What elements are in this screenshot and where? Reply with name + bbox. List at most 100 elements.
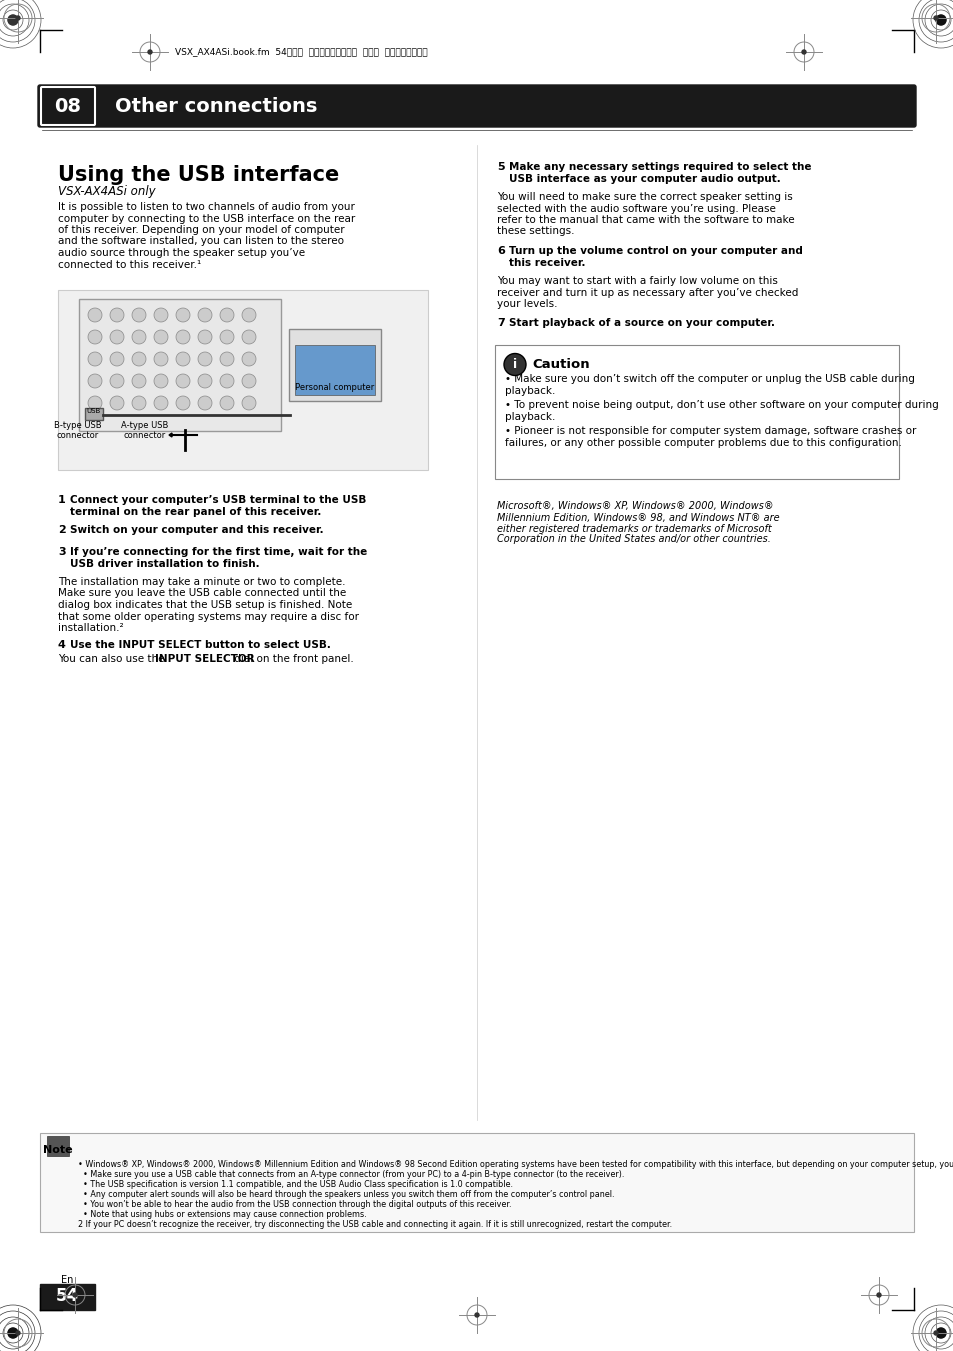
- Circle shape: [475, 1313, 478, 1317]
- Circle shape: [935, 1328, 945, 1337]
- Text: dialog box indicates that the USB setup is finished. Note: dialog box indicates that the USB setup …: [58, 600, 352, 611]
- Circle shape: [175, 308, 190, 322]
- Text: this receiver.: this receiver.: [509, 258, 585, 267]
- Text: 2: 2: [58, 526, 66, 535]
- Circle shape: [175, 396, 190, 409]
- Text: En: En: [61, 1275, 73, 1285]
- Circle shape: [110, 374, 124, 388]
- Circle shape: [242, 353, 255, 366]
- Text: • Note that using hubs or extensions may cause connection problems.: • Note that using hubs or extensions may…: [78, 1210, 366, 1219]
- Text: Use the INPUT SELECT button to select USB.: Use the INPUT SELECT button to select US…: [70, 639, 331, 650]
- Text: 1: 1: [58, 494, 66, 505]
- Text: 3: 3: [58, 547, 66, 557]
- Circle shape: [198, 308, 212, 322]
- Text: Using the USB interface: Using the USB interface: [58, 165, 339, 185]
- Circle shape: [175, 374, 190, 388]
- FancyBboxPatch shape: [58, 290, 428, 470]
- Text: 5: 5: [497, 162, 504, 172]
- Text: of this receiver. Depending on your model of computer: of this receiver. Depending on your mode…: [58, 226, 344, 235]
- Circle shape: [503, 354, 525, 376]
- Text: USB: USB: [87, 408, 101, 413]
- Text: Microsoft®, Windows® XP, Windows® 2000, Windows®: Microsoft®, Windows® XP, Windows® 2000, …: [497, 501, 773, 512]
- Text: It is possible to listen to two channels of audio from your: It is possible to listen to two channels…: [58, 203, 355, 212]
- FancyBboxPatch shape: [495, 345, 898, 478]
- Circle shape: [110, 353, 124, 366]
- Text: You may want to start with a fairly low volume on this: You may want to start with a fairly low …: [497, 276, 777, 286]
- Circle shape: [148, 50, 152, 54]
- Circle shape: [801, 50, 805, 54]
- Text: 6: 6: [497, 246, 504, 255]
- Text: A-type USB: A-type USB: [121, 422, 169, 430]
- Text: Millennium Edition, Windows® 98, and Windows NT® are: Millennium Edition, Windows® 98, and Win…: [497, 512, 779, 523]
- Text: that some older operating systems may require a disc for: that some older operating systems may re…: [58, 612, 358, 621]
- Text: audio source through the speaker setup you’ve: audio source through the speaker setup y…: [58, 249, 305, 258]
- Circle shape: [175, 353, 190, 366]
- Text: 4: 4: [58, 639, 66, 650]
- Text: computer by connecting to the USB interface on the rear: computer by connecting to the USB interf…: [58, 213, 355, 223]
- Text: connector: connector: [57, 431, 99, 440]
- Circle shape: [220, 330, 233, 345]
- Circle shape: [132, 353, 146, 366]
- FancyArrow shape: [169, 434, 172, 436]
- Text: Connect your computer’s USB terminal to the USB: Connect your computer’s USB terminal to …: [70, 494, 366, 505]
- Text: receiver and turn it up as necessary after you’ve checked: receiver and turn it up as necessary aft…: [497, 288, 798, 297]
- Text: Caution: Caution: [532, 358, 589, 372]
- Text: i: i: [513, 358, 517, 372]
- Text: The installation may take a minute or two to complete.: The installation may take a minute or tw…: [58, 577, 345, 586]
- Text: • Windows® XP, Windows® 2000, Windows® Millennium Edition and Windows® 98 Second: • Windows® XP, Windows® 2000, Windows® M…: [78, 1161, 953, 1169]
- Text: You can also use the: You can also use the: [58, 654, 168, 665]
- Text: 54: 54: [55, 1288, 78, 1305]
- FancyBboxPatch shape: [294, 345, 375, 394]
- Text: selected with the audio software you’re using. Please: selected with the audio software you’re …: [497, 204, 775, 213]
- Circle shape: [8, 15, 18, 26]
- Circle shape: [132, 308, 146, 322]
- Text: and the software installed, you can listen to the stereo: and the software installed, you can list…: [58, 236, 344, 246]
- Text: 08: 08: [54, 96, 81, 115]
- Text: VSX-AX4ASi only: VSX-AX4ASi only: [58, 185, 155, 199]
- Text: Switch on your computer and this receiver.: Switch on your computer and this receive…: [70, 526, 323, 535]
- Circle shape: [73, 1293, 77, 1297]
- FancyBboxPatch shape: [38, 85, 915, 127]
- Circle shape: [8, 1328, 18, 1337]
- Circle shape: [220, 396, 233, 409]
- Circle shape: [153, 353, 168, 366]
- Text: Make any necessary settings required to select the: Make any necessary settings required to …: [509, 162, 811, 172]
- Circle shape: [198, 330, 212, 345]
- Circle shape: [132, 374, 146, 388]
- Circle shape: [935, 15, 945, 26]
- Text: 7: 7: [497, 319, 504, 328]
- Text: installation.²: installation.²: [58, 623, 124, 634]
- Circle shape: [242, 396, 255, 409]
- Circle shape: [153, 330, 168, 345]
- Text: connected to this receiver.¹: connected to this receiver.¹: [58, 259, 201, 269]
- Circle shape: [88, 374, 102, 388]
- Circle shape: [16, 1331, 20, 1335]
- Text: Corporation in the United States and/or other countries.: Corporation in the United States and/or …: [497, 535, 770, 544]
- Text: terminal on the rear panel of this receiver.: terminal on the rear panel of this recei…: [70, 507, 321, 517]
- Text: these settings.: these settings.: [497, 227, 574, 236]
- Circle shape: [88, 396, 102, 409]
- FancyBboxPatch shape: [40, 1283, 95, 1310]
- Circle shape: [153, 308, 168, 322]
- Circle shape: [110, 396, 124, 409]
- Circle shape: [933, 16, 937, 20]
- Text: Start playback of a source on your computer.: Start playback of a source on your compu…: [509, 319, 774, 328]
- Circle shape: [242, 308, 255, 322]
- Text: Other connections: Other connections: [115, 96, 317, 115]
- Text: • You won’t be able to hear the audio from the USB connection through the digita: • You won’t be able to hear the audio fr…: [78, 1200, 511, 1209]
- Text: Make sure you leave the USB cable connected until the: Make sure you leave the USB cable connec…: [58, 589, 346, 598]
- Circle shape: [198, 353, 212, 366]
- Text: dial on the front panel.: dial on the front panel.: [231, 654, 354, 665]
- Circle shape: [110, 330, 124, 345]
- Text: If you’re connecting for the first time, wait for the: If you’re connecting for the first time,…: [70, 547, 367, 557]
- Text: Personal computer: Personal computer: [295, 382, 375, 392]
- Text: You will need to make sure the correct speaker setting is: You will need to make sure the correct s…: [497, 192, 792, 203]
- Circle shape: [933, 1331, 937, 1335]
- Circle shape: [242, 374, 255, 388]
- Circle shape: [132, 330, 146, 345]
- Circle shape: [198, 374, 212, 388]
- Circle shape: [110, 308, 124, 322]
- Text: USB interface as your computer audio output.: USB interface as your computer audio out…: [509, 174, 780, 184]
- FancyBboxPatch shape: [79, 299, 281, 431]
- Circle shape: [153, 374, 168, 388]
